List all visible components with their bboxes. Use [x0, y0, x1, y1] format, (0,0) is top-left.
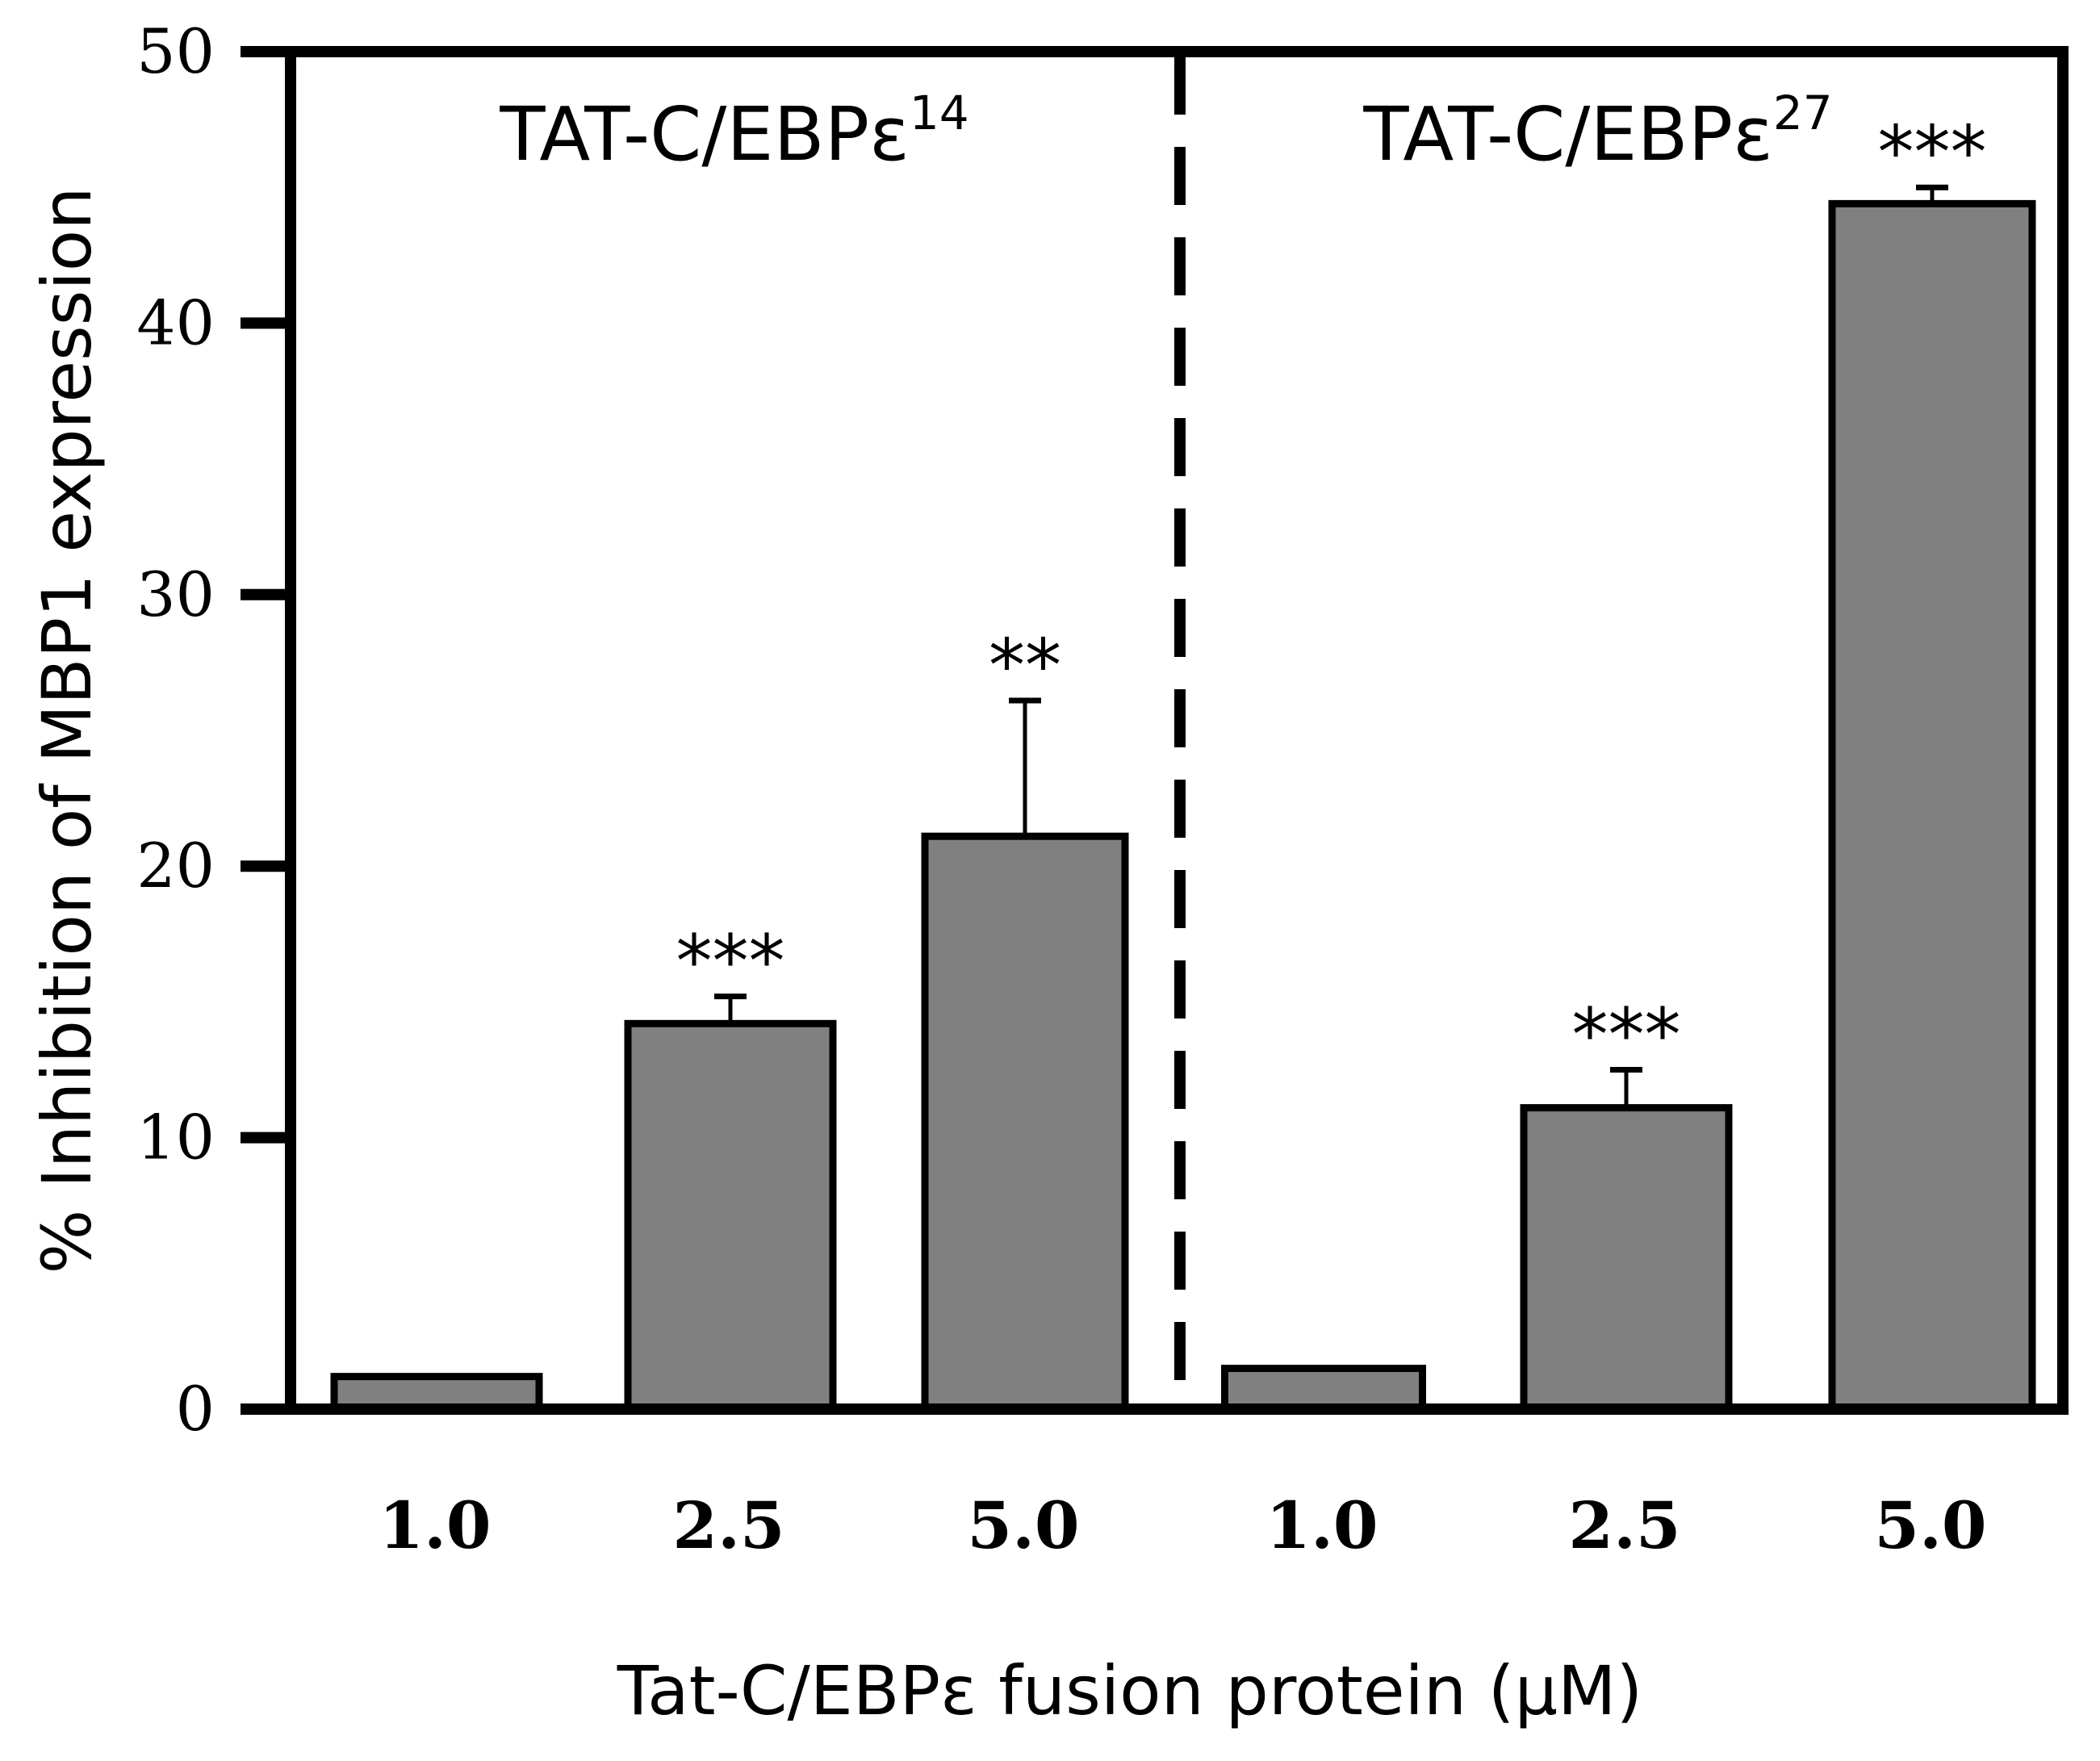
- y-tick-label: 20: [136, 830, 215, 901]
- x-axis-tick-labels: 1.0 2.5 5.0 1.0 2.5 5.0: [379, 1487, 1986, 1563]
- bar: [1520, 1104, 1733, 1413]
- y-tick-label: 0: [176, 1373, 215, 1445]
- group-label: TAT-C/EBPε27: [1362, 86, 1832, 178]
- y-tick-label: 50: [136, 15, 215, 87]
- x-tick-label: 5.0: [967, 1487, 1079, 1563]
- bar: [921, 832, 1129, 1413]
- significance-marker: ***: [676, 920, 785, 1005]
- x-tick-label: 2.5: [1568, 1487, 1680, 1563]
- significance-marker: **: [989, 624, 1061, 709]
- significance-marker: ***: [1572, 993, 1681, 1078]
- y-tick-label: 10: [136, 1102, 215, 1173]
- significance-marker: ***: [1878, 111, 1987, 195]
- bars: ***********: [330, 111, 2036, 1413]
- x-tick-label: 1.0: [379, 1487, 491, 1563]
- bar: [1221, 1365, 1426, 1413]
- group-labels: TAT-C/EBPε14 TAT-C/EBPε27: [499, 86, 1832, 178]
- plot-frame: [285, 46, 2069, 1415]
- x-tick-label: 1.0: [1265, 1487, 1378, 1563]
- x-tick-label: 5.0: [1874, 1487, 1986, 1563]
- bar: [624, 1019, 837, 1413]
- y-tick-label: 30: [136, 558, 215, 630]
- x-tick-label: 2.5: [672, 1487, 784, 1563]
- y-tick-label: 40: [136, 287, 215, 358]
- x-axis-title: Tat-C/EBPε fusion protein (μM): [617, 1651, 1643, 1730]
- bar: [1828, 199, 2036, 1413]
- y-axis-ticks: 0 10 20 30 40 50: [136, 15, 291, 1445]
- y-axis-title: % Inhibition of MBP1 expression: [27, 186, 107, 1274]
- group-label: TAT-C/EBPε14: [499, 86, 968, 178]
